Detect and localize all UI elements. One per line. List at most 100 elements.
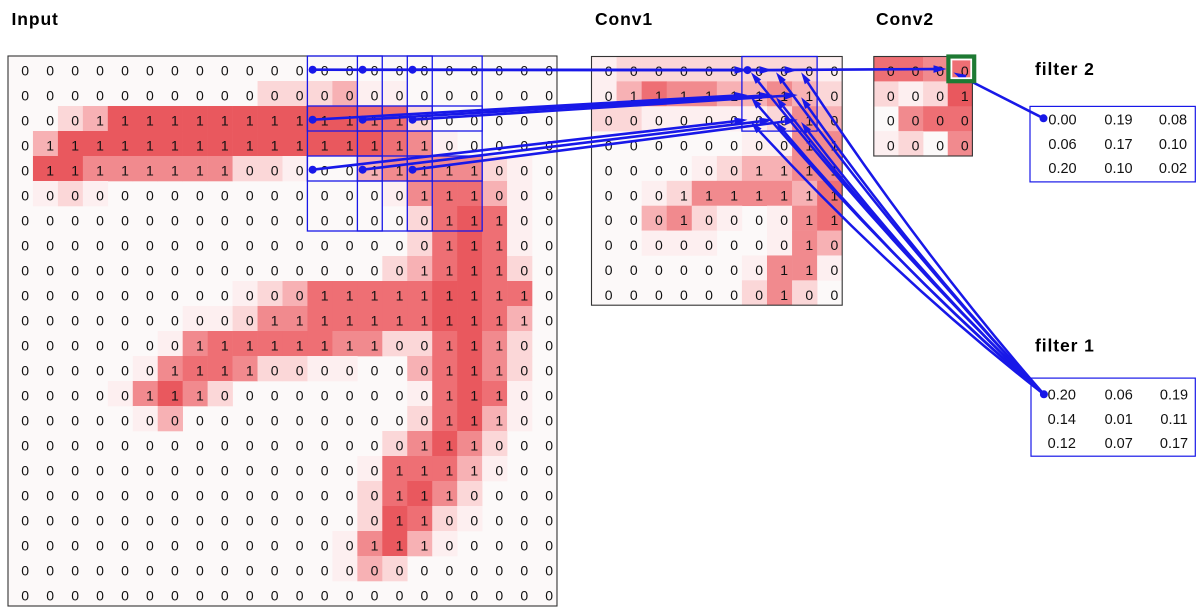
svg-text:0: 0 xyxy=(196,513,204,529)
svg-text:0: 0 xyxy=(396,413,404,429)
svg-text:1: 1 xyxy=(780,187,788,203)
svg-text:1: 1 xyxy=(470,213,478,229)
svg-text:0: 0 xyxy=(321,563,329,579)
svg-text:0: 0 xyxy=(936,138,944,154)
svg-text:0: 0 xyxy=(421,213,429,229)
svg-text:1: 1 xyxy=(46,138,54,154)
svg-text:0: 0 xyxy=(887,63,895,79)
svg-text:0: 0 xyxy=(321,513,329,529)
svg-text:0: 0 xyxy=(887,138,895,154)
svg-text:0: 0 xyxy=(321,263,329,279)
svg-text:0: 0 xyxy=(196,263,204,279)
svg-text:0: 0 xyxy=(495,88,503,104)
svg-text:0: 0 xyxy=(296,88,304,104)
svg-text:0: 0 xyxy=(196,88,204,104)
svg-text:0: 0 xyxy=(605,187,613,203)
svg-text:0: 0 xyxy=(171,63,179,79)
svg-text:0: 0 xyxy=(346,263,354,279)
svg-text:0: 0 xyxy=(630,187,638,203)
svg-text:0: 0 xyxy=(196,313,204,329)
svg-text:1: 1 xyxy=(96,113,104,129)
svg-text:1: 1 xyxy=(470,263,478,279)
svg-text:0: 0 xyxy=(196,213,204,229)
svg-text:0: 0 xyxy=(296,513,304,529)
svg-text:0: 0 xyxy=(495,163,503,179)
svg-text:0: 0 xyxy=(296,363,304,379)
svg-text:0: 0 xyxy=(545,88,553,104)
svg-text:1: 1 xyxy=(146,113,154,129)
svg-text:0: 0 xyxy=(271,163,279,179)
svg-text:0: 0 xyxy=(705,287,713,303)
svg-text:0: 0 xyxy=(46,488,54,504)
svg-text:0: 0 xyxy=(46,338,54,354)
svg-text:0: 0 xyxy=(730,237,738,253)
svg-text:0: 0 xyxy=(271,213,279,229)
svg-text:0: 0 xyxy=(446,563,454,579)
svg-text:0: 0 xyxy=(221,438,229,454)
svg-text:0: 0 xyxy=(396,338,404,354)
svg-text:0: 0 xyxy=(520,513,528,529)
svg-text:1: 1 xyxy=(171,113,179,129)
svg-text:0.14: 0.14 xyxy=(1048,412,1076,428)
svg-text:0: 0 xyxy=(171,263,179,279)
svg-text:0: 0 xyxy=(196,63,204,79)
svg-text:0: 0 xyxy=(705,212,713,228)
svg-text:1: 1 xyxy=(470,288,478,304)
svg-text:0: 0 xyxy=(520,588,528,604)
svg-text:1: 1 xyxy=(171,138,179,154)
svg-text:0: 0 xyxy=(831,237,839,253)
svg-text:0: 0 xyxy=(495,538,503,554)
svg-text:0: 0 xyxy=(780,237,788,253)
svg-text:0: 0 xyxy=(196,588,204,604)
svg-text:0: 0 xyxy=(96,188,104,204)
svg-text:0: 0 xyxy=(171,438,179,454)
svg-text:0: 0 xyxy=(221,88,229,104)
svg-text:0: 0 xyxy=(21,138,29,154)
svg-text:1: 1 xyxy=(371,288,379,304)
svg-text:0: 0 xyxy=(121,538,129,554)
svg-text:0: 0 xyxy=(705,138,713,154)
svg-text:0: 0 xyxy=(520,388,528,404)
svg-text:1: 1 xyxy=(271,113,279,129)
svg-text:0: 0 xyxy=(495,113,503,129)
svg-text:0: 0 xyxy=(630,138,638,154)
svg-text:0: 0 xyxy=(121,438,129,454)
svg-text:0: 0 xyxy=(545,238,553,254)
svg-text:1: 1 xyxy=(396,463,404,479)
svg-text:0: 0 xyxy=(321,463,329,479)
svg-text:0: 0 xyxy=(121,563,129,579)
svg-text:1: 1 xyxy=(321,313,329,329)
svg-text:0: 0 xyxy=(71,388,79,404)
svg-text:0: 0 xyxy=(605,88,613,104)
svg-text:1: 1 xyxy=(171,163,179,179)
svg-text:0: 0 xyxy=(96,588,104,604)
svg-text:0: 0 xyxy=(655,162,663,178)
svg-text:0: 0 xyxy=(470,138,478,154)
svg-text:1: 1 xyxy=(470,388,478,404)
svg-text:0: 0 xyxy=(630,237,638,253)
svg-text:0: 0 xyxy=(21,388,29,404)
svg-text:0: 0 xyxy=(96,538,104,554)
svg-text:0: 0 xyxy=(545,113,553,129)
svg-text:0: 0 xyxy=(46,363,54,379)
svg-text:0: 0 xyxy=(21,338,29,354)
svg-text:0: 0 xyxy=(246,588,254,604)
svg-text:0: 0 xyxy=(71,113,79,129)
svg-text:0: 0 xyxy=(755,138,763,154)
svg-text:1: 1 xyxy=(470,188,478,204)
svg-text:0: 0 xyxy=(21,163,29,179)
svg-text:0: 0 xyxy=(321,413,329,429)
svg-text:0: 0 xyxy=(46,388,54,404)
svg-text:0: 0 xyxy=(495,488,503,504)
svg-text:0: 0 xyxy=(46,463,54,479)
svg-text:0: 0 xyxy=(271,413,279,429)
svg-text:0: 0 xyxy=(605,162,613,178)
svg-text:1: 1 xyxy=(196,113,204,129)
svg-text:0: 0 xyxy=(446,588,454,604)
svg-text:0: 0 xyxy=(246,538,254,554)
svg-text:1: 1 xyxy=(446,388,454,404)
svg-text:0: 0 xyxy=(21,563,29,579)
svg-text:1: 1 xyxy=(296,338,304,354)
svg-text:0: 0 xyxy=(21,263,29,279)
svg-text:0: 0 xyxy=(495,463,503,479)
